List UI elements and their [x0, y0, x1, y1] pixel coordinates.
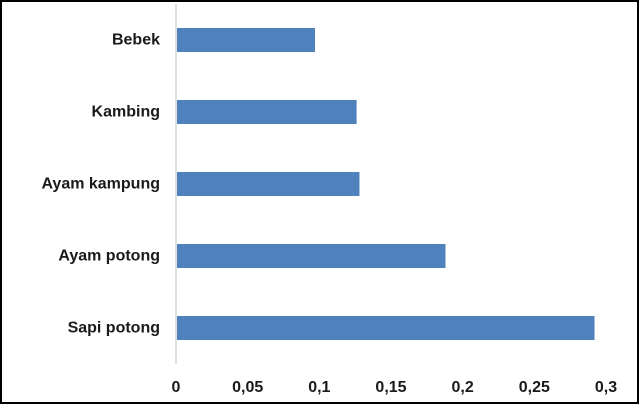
x-tick-label: 0,2 — [452, 379, 474, 396]
bar-kambing — [177, 100, 357, 124]
category-label-kambing: Kambing — [92, 104, 160, 121]
bar-ayam-potong — [177, 244, 446, 268]
bar-ayam-kampung — [177, 172, 360, 196]
x-tick-label: 0,3 — [595, 379, 617, 396]
x-tick-label: 0,25 — [519, 379, 550, 396]
x-tick-label: 0,05 — [232, 379, 263, 396]
x-tick-label: 0,1 — [308, 379, 330, 396]
bar-bebek — [177, 28, 316, 52]
bars-layer — [177, 28, 595, 340]
category-label-ayam-potong: Ayam potong — [58, 248, 160, 265]
category-label-ayam-kampung: Ayam kampung — [41, 176, 160, 193]
category-label-sapi-potong: Sapi potong — [68, 320, 160, 337]
x-tick-labels: 0 0,05 0,1 0,15 0,2 0,25 0,3 — [172, 379, 618, 396]
category-label-bebek: Bebek — [112, 32, 160, 49]
x-tick-label: 0 — [172, 379, 181, 396]
category-labels: Bebek Kambing Ayam kampung Ayam potong Sapi … — [41, 32, 160, 337]
bar-sapi-potong — [177, 316, 595, 340]
x-tick-label: 0,15 — [375, 379, 406, 396]
